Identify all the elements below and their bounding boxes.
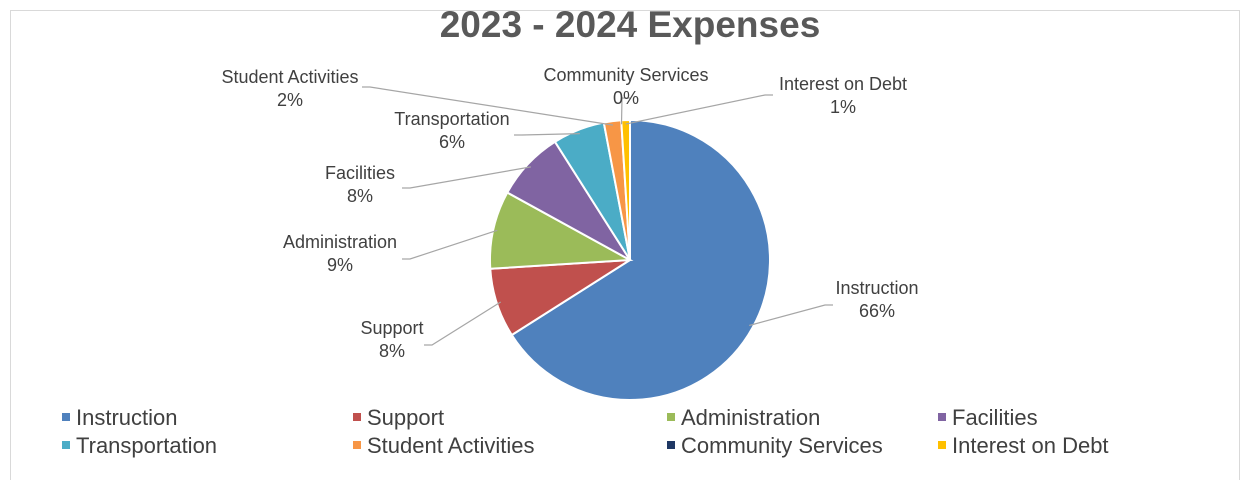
legend-label-instruction: Instruction xyxy=(76,405,178,430)
data-label-category-support: Support xyxy=(360,318,423,338)
data-label-category-student-activities: Student Activities xyxy=(221,67,358,87)
pie-slices xyxy=(489,118,771,401)
legend-label-transportation: Transportation xyxy=(76,433,217,458)
leader-line-support xyxy=(424,301,502,346)
data-label-category-instruction: Instruction xyxy=(835,278,918,298)
data-label-value-support: 8% xyxy=(379,341,405,361)
legend-swatch-interest-on-debt xyxy=(938,441,946,449)
leader-line-instruction xyxy=(749,304,833,327)
data-label-category-administration: Administration xyxy=(283,232,397,252)
data-label-category-community-services: Community Services xyxy=(543,65,708,85)
legend-label-community-services: Community Services xyxy=(681,433,883,458)
legend-swatch-instruction xyxy=(62,413,70,421)
legend-label-student-activities: Student Activities xyxy=(367,433,535,458)
pie-slice-instruction xyxy=(510,118,771,401)
legend-swatch-facilities xyxy=(938,413,946,421)
chart-title: 2023 - 2024 Expenses xyxy=(440,4,821,45)
legend-swatch-community-services xyxy=(667,441,675,449)
legend-swatch-support xyxy=(353,413,361,421)
data-labels: Instruction 66% Support 8% Administration 9% F… xyxy=(221,65,918,361)
leader-line-administration xyxy=(402,229,498,260)
data-label-value-administration: 9% xyxy=(327,255,353,275)
leader-line-community-services xyxy=(620,97,630,125)
leader-line-student-activities xyxy=(362,86,614,126)
legend-swatch-transportation xyxy=(62,441,70,449)
data-label-value-instruction: 66% xyxy=(859,301,895,321)
leader-line-transportation xyxy=(514,133,580,136)
data-label-value-transportation: 6% xyxy=(439,132,465,152)
data-label-value-interest-on-debt: 1% xyxy=(830,97,856,117)
data-label-category-transportation: Transportation xyxy=(394,109,509,129)
legend-label-facilities: Facilities xyxy=(952,405,1038,430)
pie-slice-administration xyxy=(489,191,634,270)
data-label-value-facilities: 8% xyxy=(347,186,373,206)
data-label-category-facilities: Facilities xyxy=(325,163,395,183)
leader-line-facilities xyxy=(402,166,532,189)
legend-swatch-student-activities xyxy=(353,441,361,449)
data-label-value-community-services: 0% xyxy=(613,88,639,108)
data-label-value-student-activities: 2% xyxy=(277,90,303,110)
data-label-category-interest-on-debt: Interest on Debt xyxy=(779,74,907,94)
legend: Instruction Support Administration Faciliti… xyxy=(62,405,1109,458)
legend-swatch-administration xyxy=(667,413,675,421)
legend-label-support: Support xyxy=(367,405,444,430)
legend-label-interest-on-debt: Interest on Debt xyxy=(952,433,1109,458)
chart-frame xyxy=(10,10,1240,480)
leader-line-interest-on-debt xyxy=(625,94,773,125)
leader-lines xyxy=(362,86,833,346)
legend-label-administration: Administration xyxy=(681,405,820,430)
